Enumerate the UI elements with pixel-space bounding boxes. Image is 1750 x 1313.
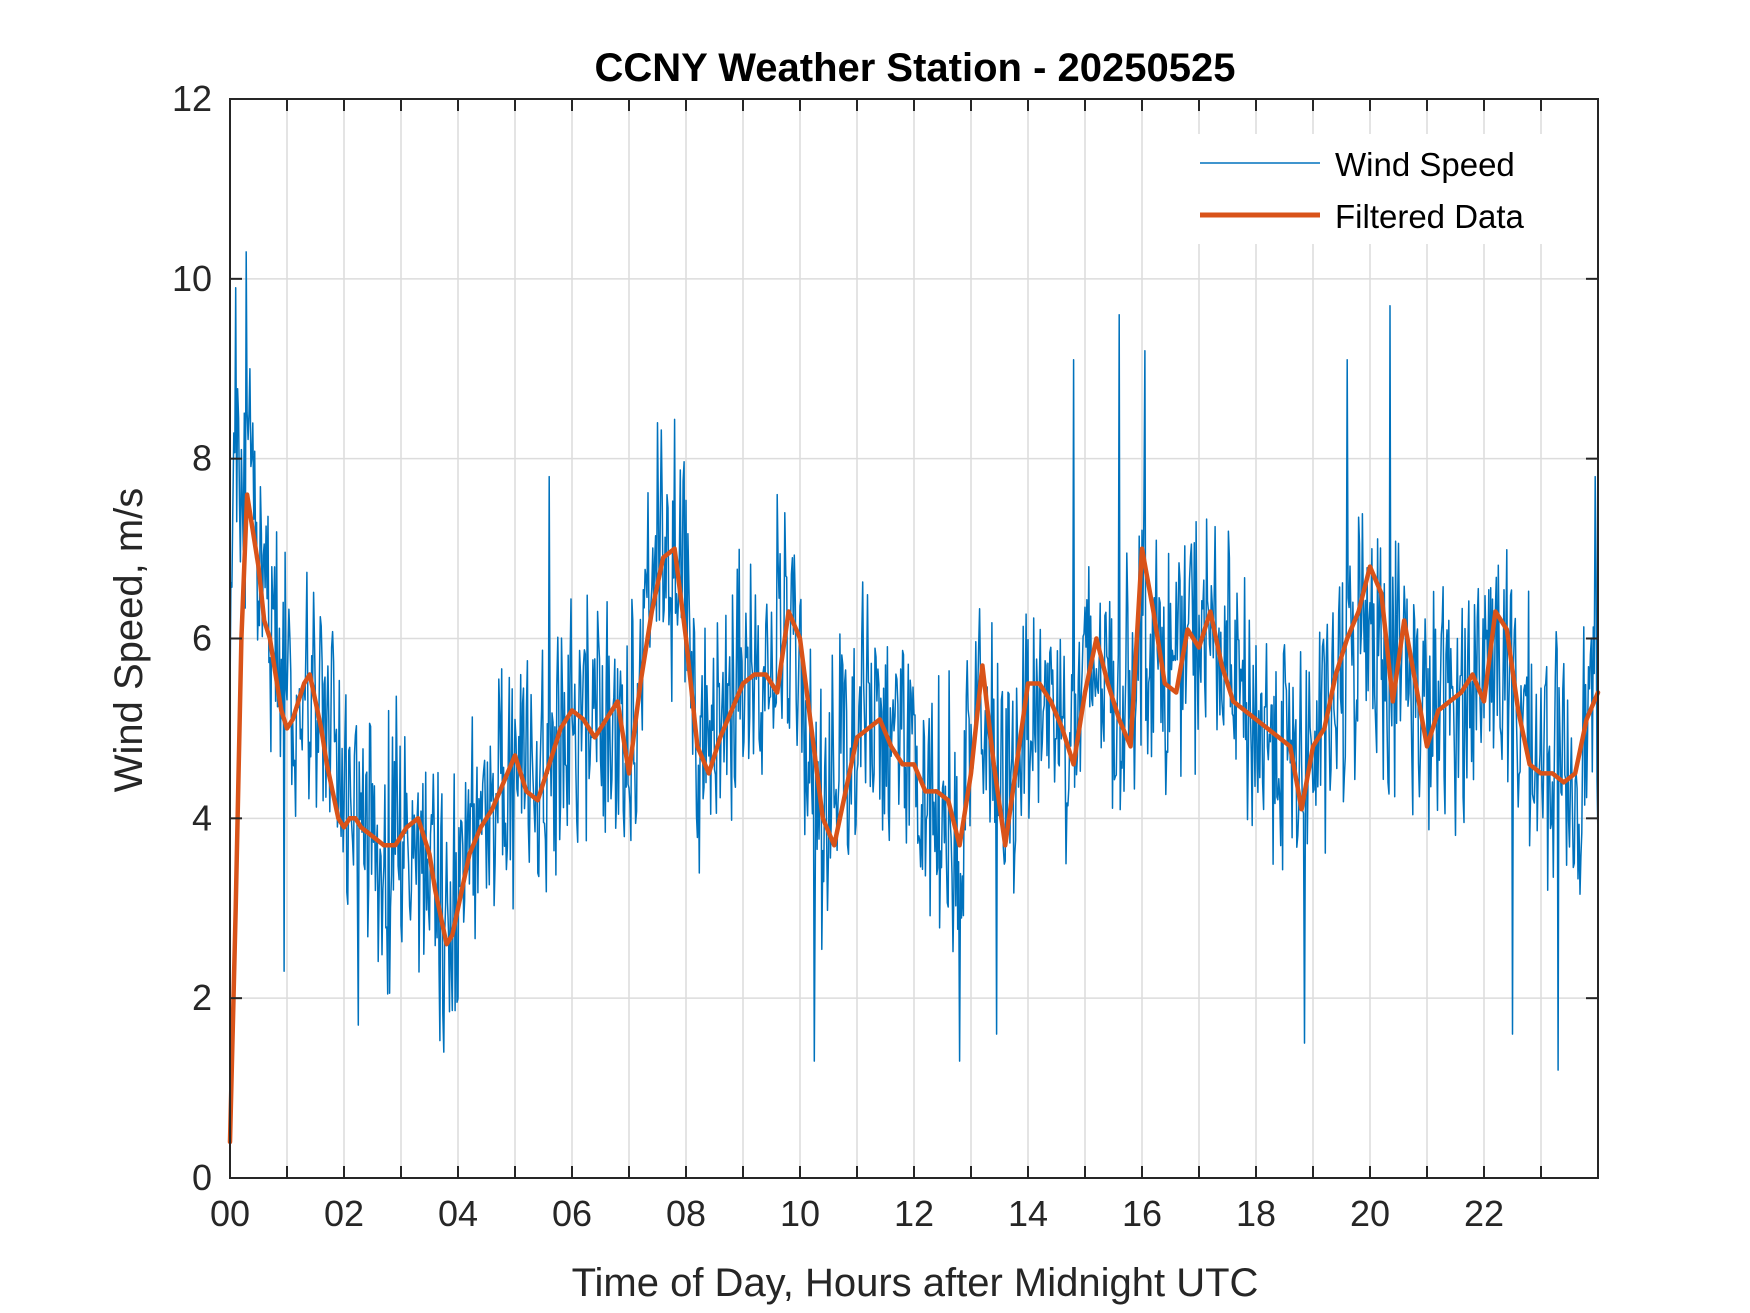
y-tick-label: 4 bbox=[192, 797, 212, 838]
axes bbox=[229, 98, 1599, 1179]
x-axis-label: Time of Day, Hours after Midnight UTC bbox=[572, 1261, 1259, 1305]
x-tick-label: 16 bbox=[1122, 1193, 1162, 1234]
y-tick-label: 2 bbox=[192, 977, 212, 1018]
y-tick-label: 6 bbox=[192, 618, 212, 659]
y-tick-label: 10 bbox=[172, 258, 212, 299]
y-axis-label: Wind Speed, m/s bbox=[107, 488, 151, 793]
legend-label-wind-speed: Wind Speed bbox=[1335, 146, 1515, 183]
y-tick-label: 12 bbox=[172, 78, 212, 119]
series-layer bbox=[227, 251, 1601, 1145]
series-wind-speed-line bbox=[229, 251, 1599, 1071]
x-tick-label: 02 bbox=[324, 1193, 364, 1234]
x-tick-label: 14 bbox=[1008, 1193, 1048, 1234]
legend-box bbox=[1190, 134, 1560, 244]
x-tick-label: 12 bbox=[894, 1193, 934, 1234]
chart-title: CCNY Weather Station - 20250525 bbox=[595, 46, 1236, 90]
x-tick-label: 18 bbox=[1236, 1193, 1276, 1234]
x-tick-label: 04 bbox=[438, 1193, 478, 1234]
x-tick-label: 20 bbox=[1350, 1193, 1390, 1234]
x-tick-label: 22 bbox=[1464, 1193, 1504, 1234]
x-tick-label: 06 bbox=[552, 1193, 592, 1234]
legend: Wind Speed Filtered Data bbox=[1190, 134, 1560, 244]
y-tick-label: 0 bbox=[192, 1157, 212, 1198]
y-tick-label: 8 bbox=[192, 438, 212, 479]
x-tick-label: 00 bbox=[210, 1193, 250, 1234]
series-filtered-data-line bbox=[227, 492, 1601, 1145]
x-tick-label: 10 bbox=[780, 1193, 820, 1234]
legend-label-filtered-data: Filtered Data bbox=[1335, 198, 1525, 235]
x-tick-label: 08 bbox=[666, 1193, 706, 1234]
